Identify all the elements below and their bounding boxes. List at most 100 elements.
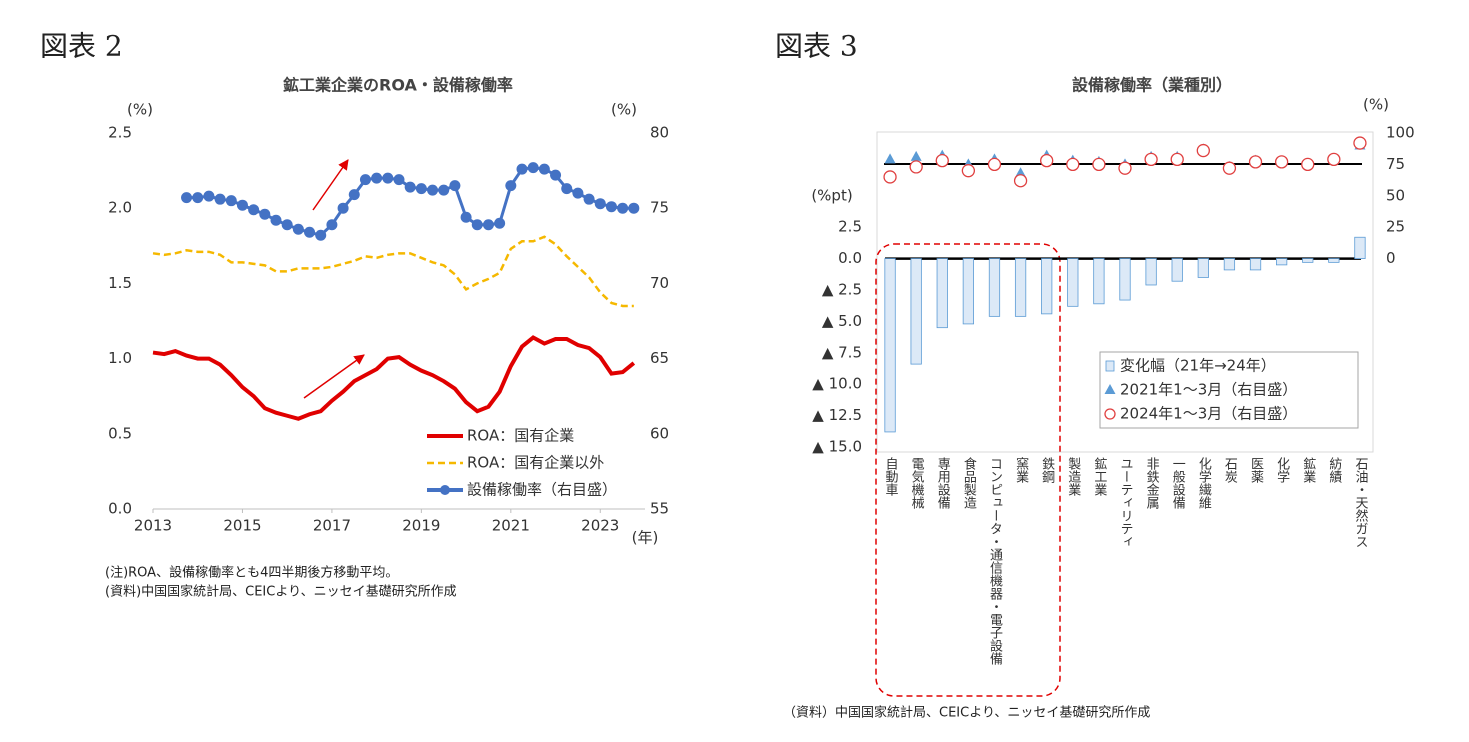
data-point [538,163,550,175]
data-point [884,153,896,164]
x-tick-label: 2019 [402,517,440,535]
data-point [527,162,539,174]
x-tick-label: 製造業 [1065,457,1081,496]
data-point [415,183,427,195]
plot-frame [876,131,1374,453]
bar [1276,258,1288,266]
y-unit: (%pt) [811,187,852,205]
note: （資料）中国国家統計局、CEICより、ニッセイ基礎研究所作成 [783,705,1150,721]
x-tick-label: 鉄鋼 [1039,457,1055,483]
data-point [1301,157,1315,172]
x-tick-label: 化学繊維 [1196,457,1212,509]
y-tick-label: 2.5 [838,218,862,236]
legend-label: 変化幅（21年→24年） [1120,357,1276,375]
x-tick-label: 鉱業 [1300,456,1316,483]
data-point [583,193,595,205]
data-point [617,202,629,214]
x-tick-label: 自動車 [883,457,899,496]
x-tick-label: 2013 [134,517,172,535]
data-point [292,223,304,235]
y-tick-label: ▲ 10.0 [812,375,862,393]
bar [1302,258,1314,263]
data-point [471,219,483,231]
legend-label: 設備稼働率（右目盛） [467,481,617,499]
data-point [1274,155,1289,169]
note: (資料)中国国家統計局、CEICより、ニッセイ基礎研究所作成 [105,584,457,600]
bar [988,258,1001,317]
data-point [1327,152,1341,167]
data-point [304,226,316,238]
data-point [605,201,617,213]
data-point [1040,153,1054,168]
x-tick-label: 食品製造 [961,456,977,510]
data-point [427,184,439,196]
y-tick-label: 2.0 [108,199,132,217]
y2-unit: (%) [611,101,637,119]
data-point [550,169,562,181]
y-tick-label: ▲ 7.5 [822,343,862,361]
x-tick-label: 2023 [581,517,619,535]
x-tick-label: 石油・天然ガス [1352,457,1368,548]
data-point [482,219,494,231]
x-tick-label: 2015 [223,517,261,535]
bar [1119,258,1131,301]
bar [1014,258,1027,317]
y2-tick-label: 25 [1386,218,1405,236]
data-point [1144,152,1158,167]
bar [1093,258,1105,305]
y-tick-label: ▲ 5.0 [822,312,862,330]
data-point [248,204,260,216]
data-point [236,199,248,211]
chart-title: 鉱工業企業のROA・設備稼働率 [283,76,513,95]
data-point [460,211,472,223]
data-point [326,219,338,231]
bar [1223,258,1236,271]
data-point [935,153,949,168]
legend-swatch [1104,408,1116,420]
data-point [348,189,360,201]
legend-label: ROA：国有企業 [467,427,574,445]
y-tick-label: ▲ 2.5 [822,281,862,299]
data-point [438,184,450,196]
x-tick-label: 電気機械 [909,457,925,509]
data-point [1013,174,1028,188]
data-point [1092,157,1106,172]
data-point [909,160,923,174]
figure-label: 図表 2 [40,30,123,63]
data-point [494,217,506,229]
trend-arrow [312,159,349,211]
x-tick-label: 窯業 [1013,457,1028,483]
data-point [1196,143,1210,158]
y-tick-label: 1.5 [108,274,132,292]
data-point [594,198,606,210]
x-tick-label: 鉱工業 [1091,456,1107,496]
y-tick-label: ▲ 15.0 [812,438,862,456]
series-line [152,235,634,308]
bar [1041,258,1053,315]
data-point [225,195,237,207]
bar [936,258,948,329]
y2-tick-label: 75 [1386,155,1405,173]
legend-box [1099,351,1359,429]
data-point [382,172,394,184]
y2-tick-label: 60 [650,424,669,442]
data-point [1170,152,1184,167]
data-point [393,174,405,186]
bar [1354,236,1366,260]
y-tick-label: 0.0 [108,500,132,518]
data-point [203,190,215,202]
data-point [883,170,897,184]
bar [1171,258,1183,282]
data-point [505,180,517,192]
data-point [337,202,349,214]
legend-label: 2021年1～3月（右目盛） [1120,381,1297,399]
bar [1197,258,1209,278]
data-point [192,192,204,204]
series-line [152,335,636,421]
data-point [281,219,293,231]
y2-unit: (%) [1363,96,1389,114]
data-point [404,181,416,193]
legend-marker [440,485,450,495]
y2-tick-label: 80 [650,124,669,142]
